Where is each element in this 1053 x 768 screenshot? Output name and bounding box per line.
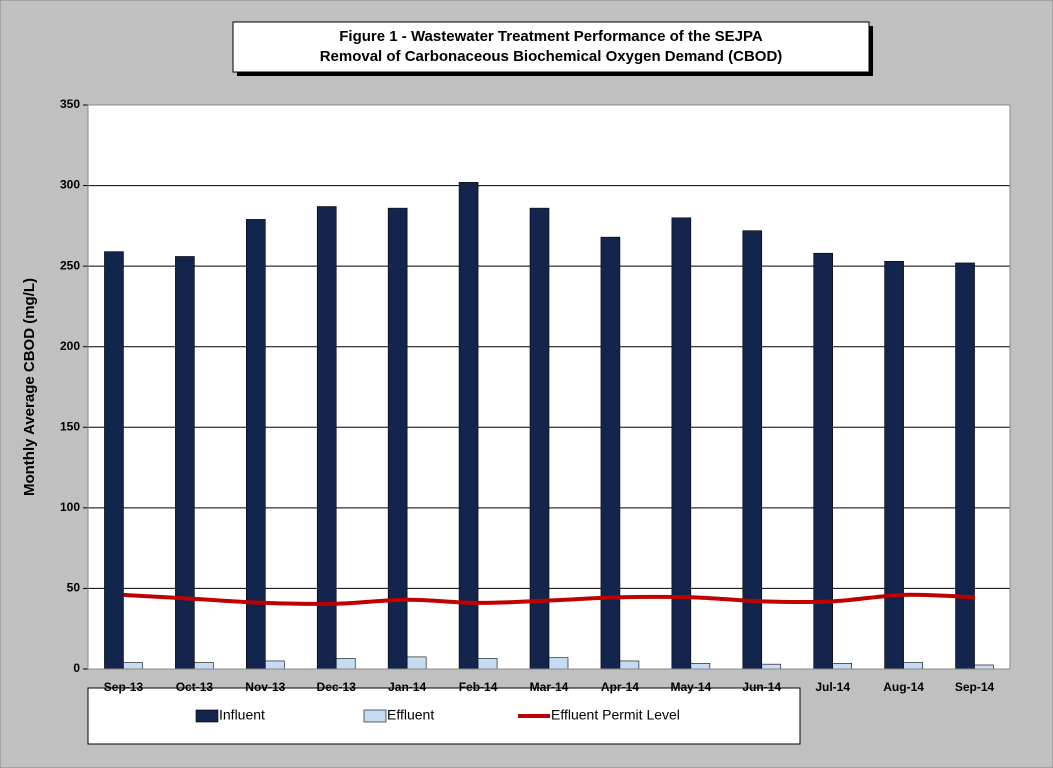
bar xyxy=(955,262,975,670)
bar xyxy=(335,658,356,670)
bar xyxy=(265,660,285,670)
y-tick-label: 0 xyxy=(73,661,80,675)
x-tick-label: Jun-14 xyxy=(742,680,781,694)
bar xyxy=(406,656,427,670)
bar xyxy=(903,662,923,670)
y-tick-label: 350 xyxy=(60,97,80,111)
x-tick-label: Feb-14 xyxy=(459,680,498,694)
legend-label: Influent xyxy=(219,707,265,723)
bar xyxy=(123,662,143,670)
y-axis-label: Monthly Average CBOD (mg/L) xyxy=(21,278,38,496)
legend-label: Effluent Permit Level xyxy=(551,707,680,723)
title-box xyxy=(232,21,870,73)
x-tick-label: Apr-14 xyxy=(601,680,639,694)
legend xyxy=(87,687,801,745)
bar xyxy=(175,256,195,670)
x-tick-label: Sep-13 xyxy=(104,680,144,694)
bar xyxy=(104,251,124,670)
legend-label: Effluent xyxy=(387,707,434,723)
bar xyxy=(832,663,852,670)
chart-subtitle: Removal of Carbonaceous Biochemical Oxyg… xyxy=(320,48,783,65)
plot-border xyxy=(87,104,1011,670)
bar xyxy=(619,660,640,670)
chart-title: Figure 1 - Wastewater Treatment Performa… xyxy=(339,28,763,45)
y-tick-label: 250 xyxy=(60,258,80,272)
x-tick-label: Oct-13 xyxy=(176,680,214,694)
bar xyxy=(884,261,904,670)
bar xyxy=(316,206,337,670)
x-tick-label: Dec-13 xyxy=(317,680,357,694)
bar xyxy=(742,230,763,670)
x-tick-label: Sep-14 xyxy=(955,680,995,694)
bar xyxy=(194,662,214,670)
x-tick-label: Jul-14 xyxy=(815,680,850,694)
bar xyxy=(600,236,621,670)
line xyxy=(123,592,975,606)
bar xyxy=(477,658,498,670)
x-tick-label: May-14 xyxy=(671,680,712,694)
bar xyxy=(458,182,479,670)
x-tick-label: Mar-14 xyxy=(530,680,569,694)
bar xyxy=(813,252,833,670)
bar xyxy=(690,663,711,670)
bar xyxy=(548,657,569,670)
legend-swatch xyxy=(195,709,219,723)
y-tick-label: 150 xyxy=(60,419,80,433)
x-tick-label: Jan-14 xyxy=(388,680,426,694)
x-tick-label: Nov-13 xyxy=(245,680,285,694)
y-tick-label: 300 xyxy=(60,178,80,192)
legend-swatch xyxy=(363,709,387,723)
y-tick-label: 100 xyxy=(60,500,80,514)
y-tick-label: 50 xyxy=(67,581,81,595)
y-tick-label: 200 xyxy=(60,339,80,353)
bar xyxy=(671,217,692,670)
bar xyxy=(974,664,994,670)
bar xyxy=(761,663,782,670)
x-tick-label: Aug-14 xyxy=(883,680,924,694)
